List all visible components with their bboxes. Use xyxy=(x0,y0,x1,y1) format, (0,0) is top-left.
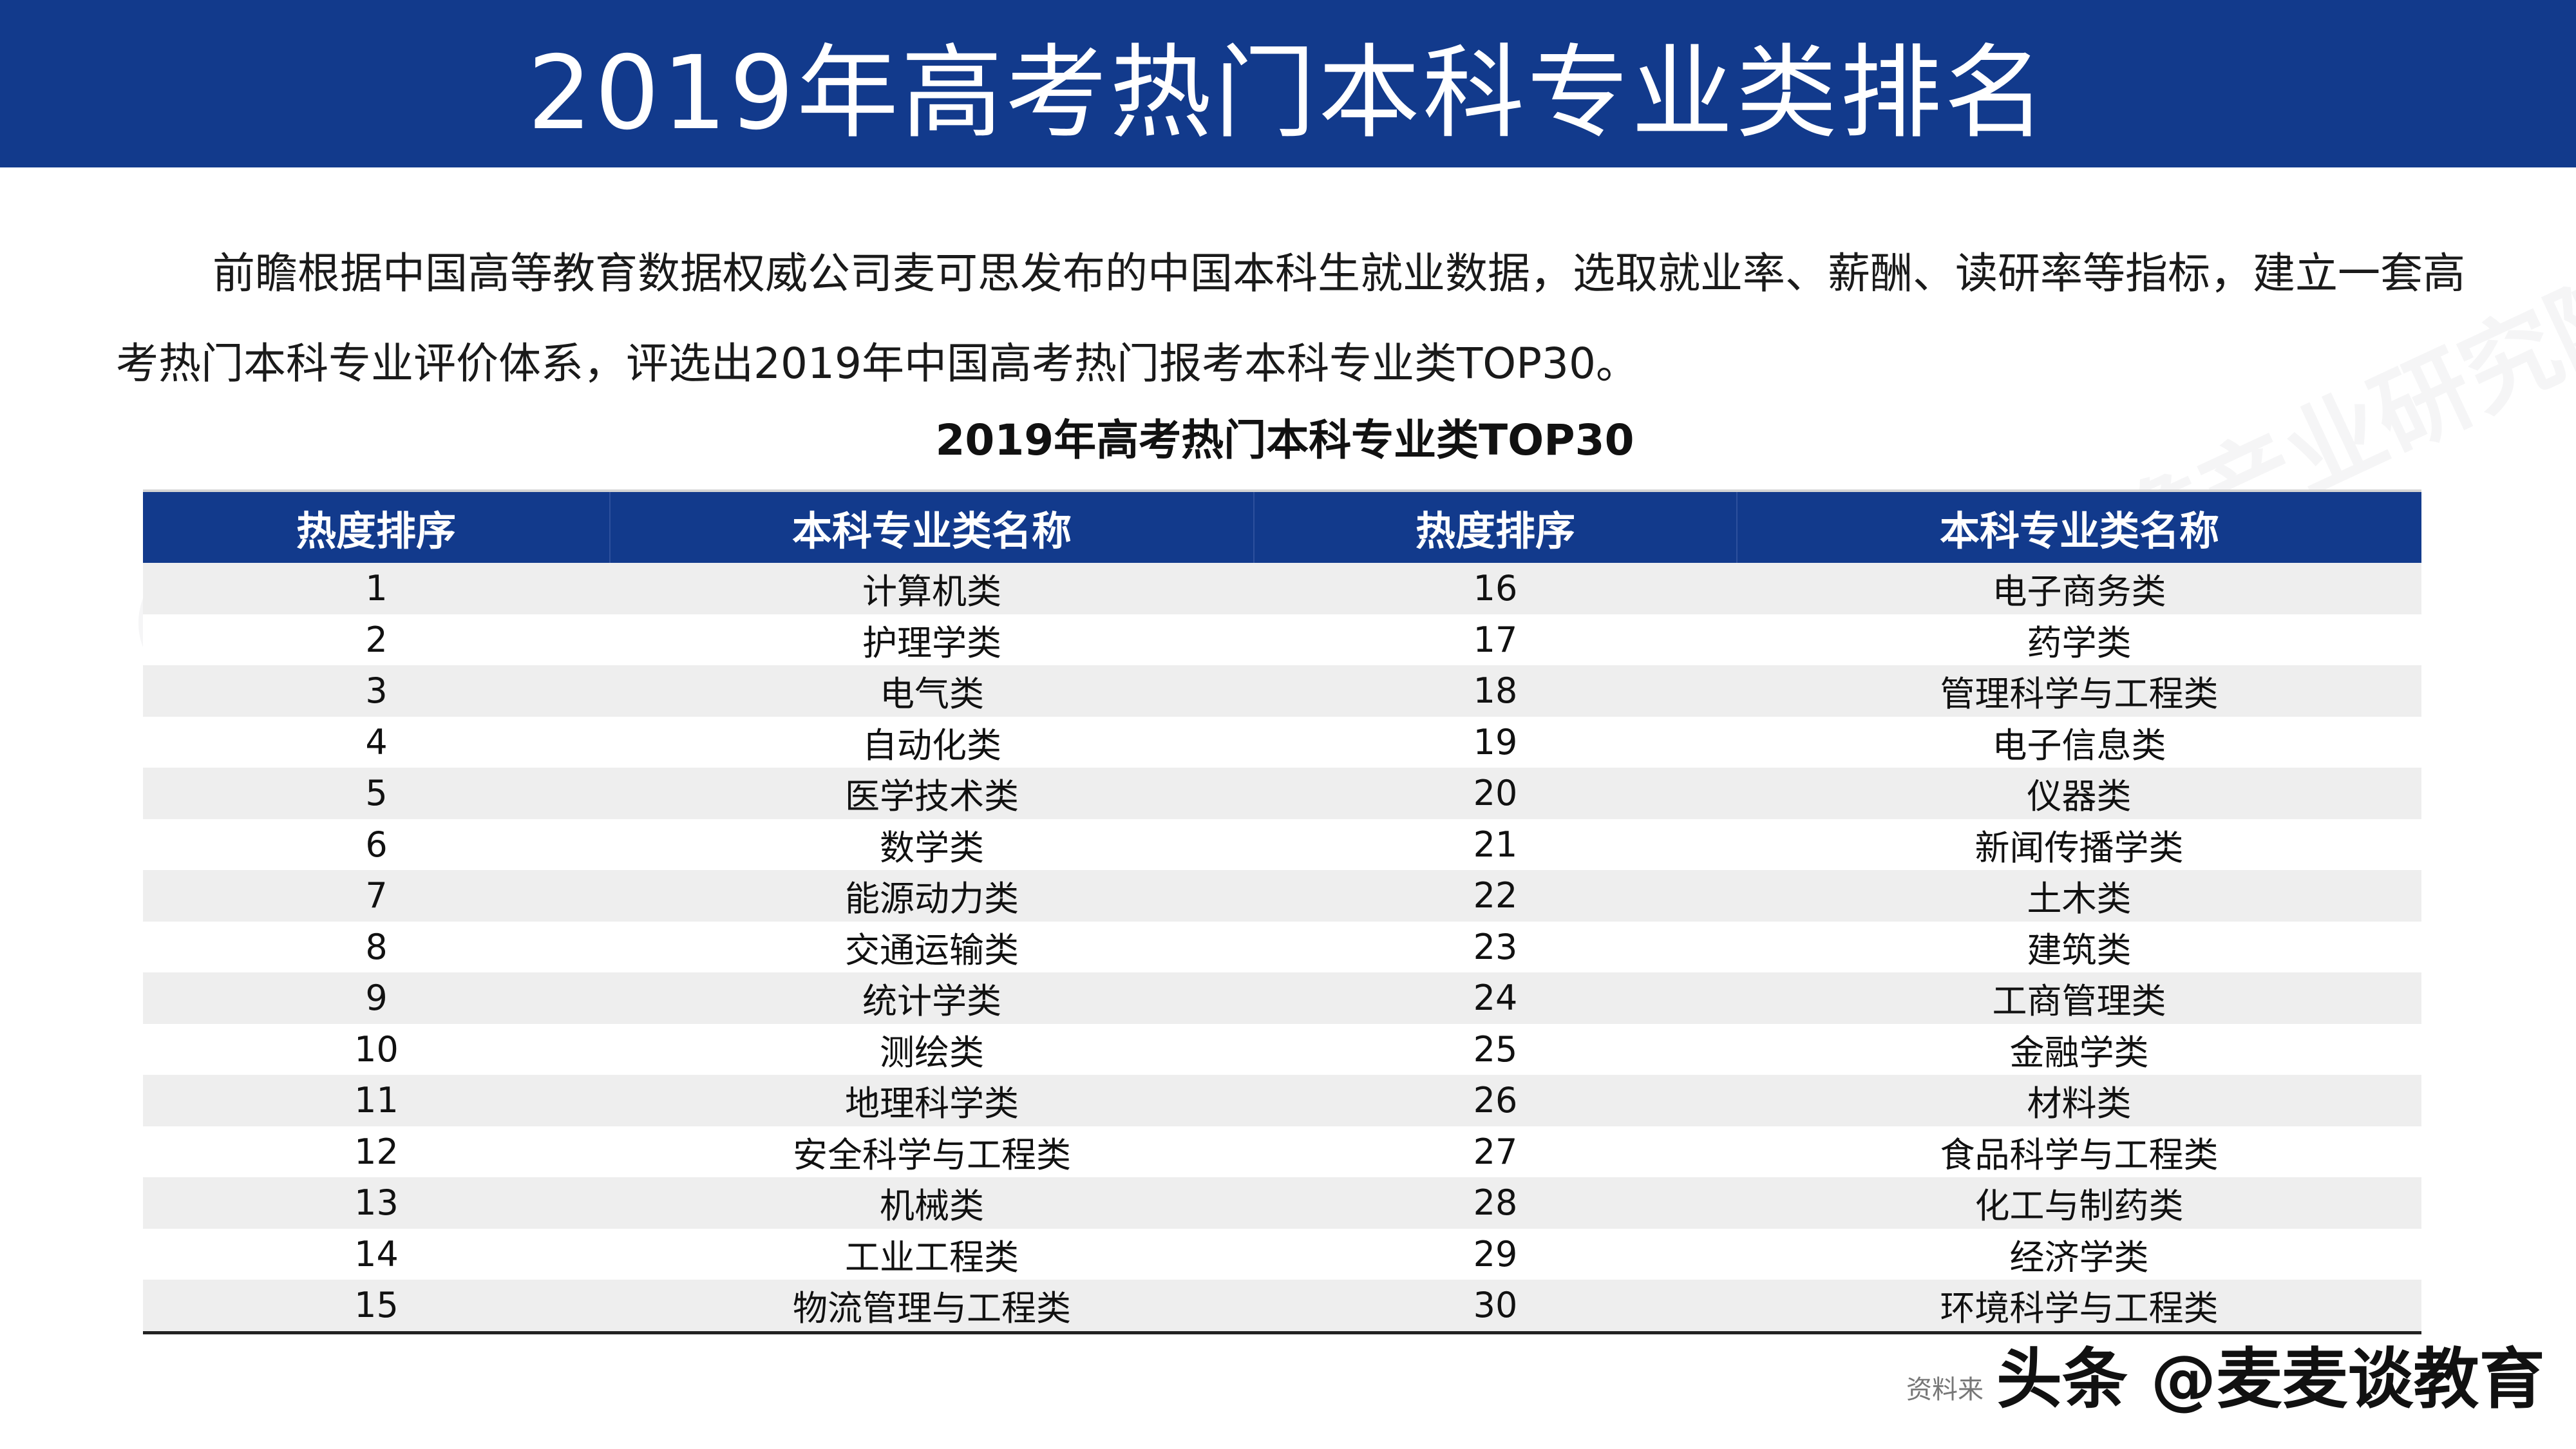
major-cell: 护理学类 xyxy=(610,614,1254,665)
major-cell: 交通运输类 xyxy=(610,921,1254,972)
title-bar: 2019年高考热门本科专业类排名 xyxy=(0,0,2576,167)
rank-cell: 27 xyxy=(1254,1126,1737,1177)
rank-cell: 11 xyxy=(143,1075,610,1126)
table-row: 8 交通运输类 23 建筑类 xyxy=(143,921,2421,972)
publisher-watermark: 头条 @麦麦谈教育 xyxy=(1996,1341,2545,1418)
rank-cell: 7 xyxy=(143,870,610,922)
major-cell: 机械类 xyxy=(610,1177,1254,1229)
major-cell: 化工与制药类 xyxy=(1737,1177,2421,1229)
table-row: 7 能源动力类 22 土木类 xyxy=(143,870,2421,922)
ranking-table: 热度排序 本科专业类名称 热度排序 本科专业类名称 1 计算机类 16 电子商务… xyxy=(143,489,2421,1334)
rank-cell: 14 xyxy=(143,1228,610,1280)
table-row: 10 测绘类 25 金融学类 xyxy=(143,1023,2421,1075)
header-major-right: 本科专业类名称 xyxy=(1736,491,2421,563)
major-cell: 安全科学与工程类 xyxy=(610,1126,1254,1177)
major-cell: 建筑类 xyxy=(1737,921,2421,972)
rank-cell: 2 xyxy=(143,614,610,665)
major-cell: 计算机类 xyxy=(610,563,1254,614)
major-cell: 材料类 xyxy=(1737,1075,2421,1126)
major-cell: 数学类 xyxy=(610,819,1254,870)
major-cell: 食品科学与工程类 xyxy=(1737,1126,2421,1177)
rank-cell: 26 xyxy=(1254,1075,1737,1126)
major-cell: 环境科学与工程类 xyxy=(1737,1280,2421,1332)
major-cell: 能源动力类 xyxy=(610,870,1254,922)
rank-cell: 16 xyxy=(1254,563,1737,614)
major-cell: 土木类 xyxy=(1737,870,2421,922)
major-cell: 金融学类 xyxy=(1737,1023,2421,1075)
table-row: 14 工业工程类 29 经济学类 xyxy=(143,1228,2421,1280)
rank-cell: 12 xyxy=(143,1126,610,1177)
major-cell: 电子商务类 xyxy=(1737,563,2421,614)
rank-cell: 15 xyxy=(143,1280,610,1332)
table-row: 3 电气类 18 管理科学与工程类 xyxy=(143,665,2421,717)
major-cell: 经济学类 xyxy=(1737,1228,2421,1280)
rank-cell: 28 xyxy=(1254,1177,1737,1229)
intro-paragraph: 前瞻根据中国高等教育数据权威公司麦可思发布的中国本科生就业数据，选取就业率、薪酬… xyxy=(116,249,2465,388)
rank-cell: 22 xyxy=(1254,870,1737,922)
rank-cell: 10 xyxy=(143,1023,610,1075)
table-row: 5 医学技术类 20 仪器类 xyxy=(143,768,2421,819)
rank-cell: 5 xyxy=(143,768,610,819)
rank-cell: 8 xyxy=(143,921,610,972)
rank-cell: 30 xyxy=(1254,1280,1737,1332)
header-major-left: 本科专业类名称 xyxy=(609,491,1254,563)
table-row: 4 自动化类 19 电子信息类 xyxy=(143,716,2421,768)
rank-cell: 25 xyxy=(1254,1023,1737,1075)
major-cell: 工商管理类 xyxy=(1737,972,2421,1024)
major-cell: 管理科学与工程类 xyxy=(1737,665,2421,717)
major-cell: 药学类 xyxy=(1737,614,2421,665)
rank-cell: 24 xyxy=(1254,972,1737,1024)
source-note: 资料来 xyxy=(1906,1375,1984,1405)
table-row: 6 数学类 21 新闻传播学类 xyxy=(143,819,2421,870)
major-cell: 自动化类 xyxy=(610,716,1254,768)
table-row: 9 统计学类 24 工商管理类 xyxy=(143,972,2421,1024)
rank-cell: 13 xyxy=(143,1177,610,1229)
major-cell: 新闻传播学类 xyxy=(1737,819,2421,870)
major-cell: 仪器类 xyxy=(1737,768,2421,819)
major-cell: 工业工程类 xyxy=(610,1228,1254,1280)
major-cell: 统计学类 xyxy=(610,972,1254,1024)
table-row: 15 物流管理与工程类 30 环境科学与工程类 xyxy=(143,1280,2421,1332)
rank-cell: 6 xyxy=(143,819,610,870)
rank-cell: 18 xyxy=(1254,665,1737,717)
major-cell: 电子信息类 xyxy=(1737,716,2421,768)
rank-cell: 4 xyxy=(143,716,610,768)
page-title: 2019年高考热门本科专业类排名 xyxy=(527,33,2049,153)
header-rank-left: 热度排序 xyxy=(143,491,610,563)
rank-cell: 1 xyxy=(143,563,610,614)
table-row: 1 计算机类 16 电子商务类 xyxy=(143,563,2421,614)
major-cell: 医学技术类 xyxy=(610,768,1254,819)
table-row: 11 地理科学类 26 材料类 xyxy=(143,1075,2421,1126)
rank-cell: 29 xyxy=(1254,1228,1737,1280)
table-row: 13 机械类 28 化工与制药类 xyxy=(143,1177,2421,1229)
table-title: 2019年高考热门本科专业类TOP30 xyxy=(935,415,1634,465)
rank-cell: 20 xyxy=(1254,768,1737,819)
header-rank-right: 热度排序 xyxy=(1253,491,1737,563)
table-row: 2 护理学类 17 药学类 xyxy=(143,614,2421,665)
major-cell: 物流管理与工程类 xyxy=(610,1280,1254,1332)
major-cell: 地理科学类 xyxy=(610,1075,1254,1126)
major-cell: 测绘类 xyxy=(610,1023,1254,1075)
table-row: 12 安全科学与工程类 27 食品科学与工程类 xyxy=(143,1126,2421,1177)
rank-cell: 3 xyxy=(143,665,610,717)
rank-cell: 17 xyxy=(1254,614,1737,665)
table-header-row: 热度排序 本科专业类名称 热度排序 本科专业类名称 xyxy=(143,491,2421,563)
rank-cell: 21 xyxy=(1254,819,1737,870)
major-cell: 电气类 xyxy=(610,665,1254,717)
rank-cell: 23 xyxy=(1254,921,1737,972)
rank-cell: 9 xyxy=(143,972,610,1024)
rank-cell: 19 xyxy=(1254,716,1737,768)
